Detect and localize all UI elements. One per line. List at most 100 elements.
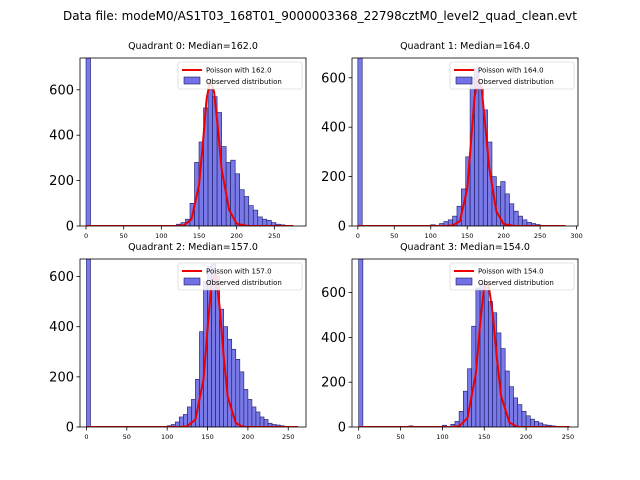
quadrant-2-panel: Quadrant 2: Median=157.0 0 50 100 150 200 250 0… (49, 242, 307, 441)
x-tick-label: 0 (84, 232, 88, 240)
quadrant-0-legend: Poisson with 162.0 Observed distribution (177, 61, 303, 90)
poisson-curve (86, 78, 294, 226)
quadrant-3-panel: Quadrant 3: Median=154.0 0 50 100 150 200 250 0… (321, 242, 579, 441)
x-tick-label: 250 (282, 433, 294, 441)
histogram-bar (247, 399, 253, 427)
histogram-bar (86, 259, 91, 427)
x-tick-label: 200 (242, 433, 254, 441)
histogram-bar (239, 371, 245, 427)
legend-entry-observed: Observed distribution (206, 279, 282, 287)
histogram-bar (517, 215, 523, 226)
histogram-bar (85, 58, 91, 226)
y-tick-label: 600 (49, 270, 74, 285)
legend-entry-poisson: Poisson with 164.0 (478, 67, 544, 75)
poisson-curve (358, 282, 570, 427)
histogram-bar (263, 419, 269, 427)
histogram-bar (357, 58, 363, 226)
quadrant-3-title: Quadrant 3: Median=154.0 (400, 242, 530, 253)
quadrant-1-panel: Quadrant 1: Median=164.0 0 50 100 150 200 250 3… (321, 41, 583, 240)
histogram-bar (496, 186, 502, 226)
histogram-bar (234, 173, 241, 226)
legend-box (449, 262, 575, 291)
y-tick-label: 400 (49, 129, 74, 144)
x-tick-label: 50 (120, 232, 128, 240)
quadrant-1-legend: Poisson with 164.0 Observed distribution (449, 61, 575, 90)
legend-bar-swatch (183, 76, 201, 85)
y-tick-label: 200 (321, 170, 346, 185)
legend-entry-observed: Observed distribution (206, 78, 282, 86)
histogram-bar (252, 209, 259, 226)
axes-frame (79, 57, 307, 227)
x-tick-label: 250 (562, 433, 574, 441)
y-tick-label: 0 (338, 220, 346, 235)
histogram-bar (243, 389, 249, 427)
histogram-bar (358, 259, 364, 427)
legend-box (449, 61, 575, 90)
x-tick-label: 100 (436, 433, 448, 441)
x-tick-label: 0 (84, 433, 88, 441)
x-tick-label: 100 (161, 433, 173, 441)
y-tick-label: 200 (49, 174, 74, 189)
x-tick-label: 50 (396, 433, 404, 441)
x-tick-label: 200 (230, 232, 242, 240)
legend-entry-observed: Observed distribution (478, 78, 554, 86)
histogram-bar (509, 386, 514, 427)
histogram-bar (227, 338, 233, 427)
quadrant-0-title: Quadrant 0: Median=162.0 (128, 41, 258, 52)
histogram-bar (207, 89, 213, 226)
histogram-bar (178, 416, 184, 427)
histogram-bar (513, 397, 519, 427)
histogram-bar (525, 415, 531, 427)
legend-box (177, 262, 303, 291)
legend-bar-swatch (455, 76, 473, 85)
quadrant-1-title: Quadrant 1: Median=164.0 (400, 41, 530, 52)
histogram-bar (488, 301, 493, 427)
y-tick-label: 400 (321, 121, 346, 136)
axes-frame (351, 57, 579, 227)
histogram-bar (248, 205, 254, 226)
histogram-bar (243, 196, 250, 226)
y-tick-label: 600 (321, 71, 346, 86)
x-tick-label: 0 (357, 433, 361, 441)
histogram-bar (183, 414, 188, 427)
legend-entry-poisson: Poisson with 162.0 (206, 67, 272, 75)
histogram-bar (517, 404, 523, 427)
y-tick-label: 600 (321, 286, 346, 301)
x-tick-label: 250 (534, 232, 546, 240)
quadrant-panels: Quadrant 0: Median=162.0 0 50 100 150 200 250 0… (49, 41, 583, 441)
y-tick-label: 0 (66, 421, 74, 436)
x-tick-label: 150 (193, 232, 205, 240)
quadrant-2-title: Quadrant 2: Median=157.0 (128, 242, 258, 253)
histogram-bar (529, 418, 535, 427)
histogram-bar (257, 216, 263, 226)
histogram-bar (504, 193, 510, 226)
histogram-bar (509, 203, 515, 226)
histogram-bar (478, 87, 484, 226)
quadrant-0-panel: Quadrant 0: Median=162.0 0 50 100 150 200 250 0… (49, 41, 307, 240)
histogram-bar (483, 281, 489, 427)
x-tick-label: 150 (201, 433, 213, 441)
x-tick-label: 50 (123, 433, 131, 441)
x-tick-label: 0 (356, 232, 360, 240)
y-tick-label: 400 (321, 331, 346, 346)
legend-box (177, 61, 303, 90)
legend-entry-observed: Observed distribution (478, 279, 554, 287)
x-tick-label: 100 (155, 232, 167, 240)
x-tick-label: 200 (497, 232, 509, 240)
histogram-bar (513, 210, 519, 226)
y-tick-label: 200 (321, 376, 346, 391)
x-tick-label: 250 (268, 232, 280, 240)
y-tick-label: 400 (49, 320, 74, 335)
y-tick-label: 200 (49, 370, 74, 385)
axes-frame (79, 258, 307, 428)
y-tick-label: 600 (49, 83, 74, 98)
x-tick-label: 150 (478, 433, 490, 441)
legend-bar-swatch (183, 277, 201, 286)
x-tick-label: 100 (425, 232, 437, 240)
x-tick-label: 150 (461, 232, 473, 240)
x-tick-label: 200 (520, 433, 532, 441)
x-tick-label: 50 (390, 232, 398, 240)
histogram-bar (500, 348, 506, 427)
figure-title: Data file: modeM0/AS1T03_168T01_90000033… (63, 9, 577, 23)
